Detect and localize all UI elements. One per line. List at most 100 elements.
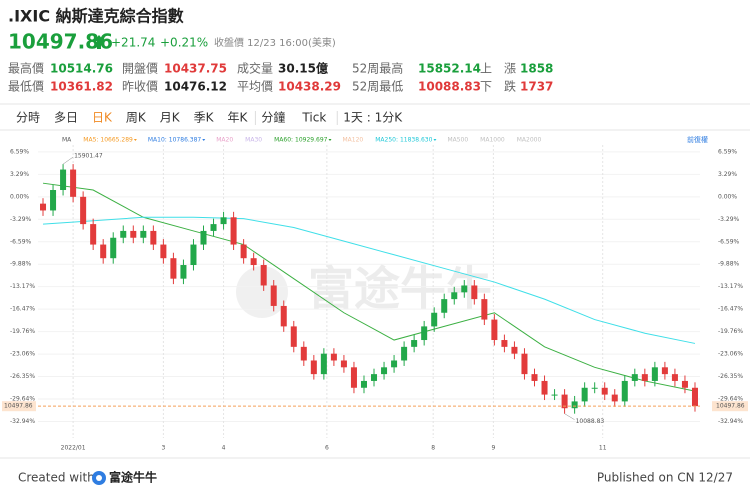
candle-body: [300, 346, 307, 361]
high-pointer: [62, 156, 74, 165]
candle-body: [260, 265, 267, 286]
stat-label: 成交量: [237, 61, 273, 76]
last-price-tag: [2, 401, 36, 412]
y-tick-label-right: -6.59%: [718, 238, 740, 245]
tab[interactable]: 月K: [160, 111, 181, 125]
ma-legend-name: MA2000: [517, 137, 542, 144]
candle-body: [611, 394, 618, 402]
ma-dropdown: [433, 139, 437, 141]
stat-label: 最高價: [8, 61, 44, 76]
stat-label: 52周最高: [352, 61, 403, 76]
ma-legend-name: MA1000: [480, 137, 505, 144]
candle-body: [411, 340, 418, 347]
candle-body: [641, 374, 648, 381]
ma-legend-name: MA: [62, 137, 72, 144]
tab[interactable]: Tick: [301, 111, 326, 125]
candle-body: [80, 196, 87, 225]
stat-value: 15852.14: [418, 62, 481, 76]
candle-body: [591, 387, 598, 389]
tab[interactable]: 分鐘: [261, 110, 285, 125]
stat-label: 下 跌: [480, 79, 516, 94]
last-price-label-right: 10497.86: [716, 403, 745, 410]
candle-body: [40, 203, 47, 211]
ma-line: [42, 216, 696, 344]
tab[interactable]: 季K: [194, 111, 215, 125]
y-tick-label-right: -19.76%: [718, 328, 743, 335]
stat-value: 10088.83: [418, 80, 481, 94]
candle-body: [451, 292, 458, 300]
candle-body: [270, 285, 277, 306]
candle-body: [220, 217, 227, 225]
candle-body: [661, 367, 668, 375]
y-tick-label: -3.29%: [10, 216, 32, 223]
candle-body: [671, 374, 678, 381]
tab[interactable]: 日K: [92, 111, 113, 125]
candle-body: [90, 224, 97, 245]
change: +21.74: [111, 36, 155, 50]
candle-body: [401, 346, 408, 361]
status: 收盤價 12/23 16:00(美東): [214, 36, 336, 49]
tab[interactable]: 周K: [126, 111, 147, 125]
x-tick-label: 8: [431, 445, 435, 452]
candle-body: [381, 367, 388, 375]
candle-body: [240, 244, 247, 259]
header: 最高價 10514.76 開盤價 10437.75 成交量 30.15億 52周最高 1585…: [8, 61, 553, 125]
footer-brand: 富途牛牛: [109, 470, 157, 485]
ma-legend-name: MA5:: [83, 137, 98, 144]
price: 10497.86: [8, 30, 113, 54]
tab[interactable]: 1天 : 1分K: [343, 111, 403, 125]
candle-body: [481, 299, 488, 320]
title: .IXIC 納斯達克綜合指數: [8, 7, 184, 26]
ma-legend-name: MA10:: [148, 137, 167, 144]
tab[interactable]: 分時: [16, 111, 40, 125]
candle-body: [601, 387, 608, 395]
low-label: 10088.83: [576, 418, 605, 425]
candle-body: [50, 190, 57, 211]
candle-body: [531, 374, 538, 381]
ma-dropdown: [202, 139, 206, 141]
ma-legend-value: 10786.387: [169, 137, 202, 144]
candle-body: [461, 285, 468, 293]
candle-body: [310, 360, 317, 375]
candle-body: [130, 230, 137, 238]
candle-body: [681, 380, 688, 388]
up-arrow: [94, 35, 104, 49]
candle-body: [70, 169, 77, 197]
ma-legend-name: MA250:: [375, 137, 398, 144]
stat-value: 10438.29: [278, 80, 341, 94]
stat-label: 上 漲: [480, 62, 516, 76]
candle-body: [541, 380, 548, 395]
y-tick-label-right: -3.29%: [718, 216, 740, 223]
y-tick-label: 3.29%: [10, 171, 29, 178]
y-tick-label-right: -13.17%: [718, 283, 743, 290]
ma-legend-name: MA20: [216, 137, 233, 144]
y-tick-label: -32.94%: [10, 418, 35, 425]
candle-body: [431, 312, 438, 327]
y-tick-label: -16.47%: [10, 306, 35, 313]
adjust-label[interactable]: 前復權: [687, 135, 708, 144]
candle-body: [491, 319, 498, 341]
candle-body: [421, 326, 428, 341]
y-tick-label-right: -9.88%: [718, 261, 740, 268]
y-tick-label: -26.35%: [10, 373, 35, 380]
y-tick-label-right: -26.35%: [718, 373, 743, 380]
candle-body: [330, 353, 337, 361]
y-tick-label: -13.17%: [10, 283, 35, 290]
candle-body: [441, 299, 448, 313]
candle-body: [250, 258, 257, 266]
candle-body: [190, 244, 197, 266]
tab[interactable]: 年K: [228, 111, 249, 125]
ma-legend-name: MA30: [245, 137, 262, 144]
tab[interactable]: 多日: [54, 111, 78, 125]
candle-body: [170, 258, 177, 279]
ma-dropdown: [328, 139, 332, 141]
y-tick-label-right: 3.29%: [718, 171, 737, 178]
candle-body: [100, 244, 107, 259]
brand-logo-inner: [96, 475, 102, 481]
ma-legend-value: 11838.630: [400, 137, 433, 144]
candle-body: [621, 380, 628, 402]
candle-body: [340, 360, 347, 368]
footer-published: Published on CN 12/27: [597, 471, 733, 485]
stat-label: 平均價: [237, 80, 273, 94]
